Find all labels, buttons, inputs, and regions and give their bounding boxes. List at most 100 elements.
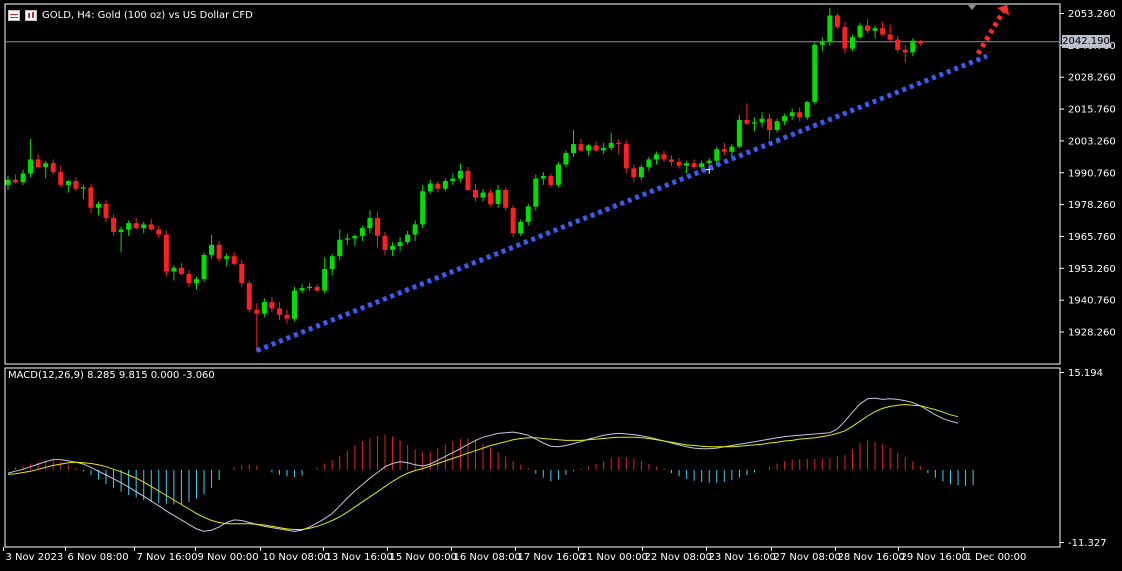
candle-body[interactable]	[608, 142, 614, 148]
candle-body[interactable]	[631, 168, 637, 178]
candle-body[interactable]	[887, 34, 893, 40]
candle-body[interactable]	[699, 163, 705, 168]
candle-body[interactable]	[834, 15, 840, 27]
candle-body[interactable]	[5, 179, 11, 185]
candle-body[interactable]	[322, 268, 328, 291]
candle-body[interactable]	[337, 239, 343, 257]
candle-body[interactable]	[35, 159, 41, 168]
macd-pane[interactable]: 15.194 -11.327	[4, 367, 1107, 549]
candle-body[interactable]	[284, 314, 290, 319]
support-trendline[interactable]	[255, 53, 989, 353]
candle-body[interactable]	[571, 144, 576, 154]
candle-body[interactable]	[601, 147, 607, 151]
candle-body[interactable]	[684, 163, 690, 166]
candle-body[interactable]	[759, 118, 765, 123]
candle-body[interactable]	[691, 163, 697, 168]
candle-body[interactable]	[578, 144, 584, 151]
candle-body[interactable]	[563, 153, 569, 165]
candle-body[interactable]	[20, 173, 26, 183]
candle-body[interactable]	[344, 238, 350, 240]
candle-body[interactable]	[382, 235, 388, 250]
candle-body[interactable]	[729, 146, 735, 152]
candle-body[interactable]	[269, 302, 275, 309]
scroll-marker-icon[interactable]	[968, 5, 976, 10]
candle-body[interactable]	[442, 181, 448, 189]
candle-body[interactable]	[789, 112, 795, 117]
candle-body[interactable]	[390, 246, 396, 250]
candle-body[interactable]	[420, 191, 426, 225]
candle-body[interactable]	[510, 207, 516, 234]
candle-body[interactable]	[133, 223, 139, 229]
candle-body[interactable]	[405, 234, 411, 243]
candle-body[interactable]	[827, 15, 833, 43]
candle-body[interactable]	[586, 145, 592, 151]
candle-body[interactable]	[28, 159, 34, 174]
candle-body[interactable]	[669, 159, 675, 162]
price-pane[interactable]: 2053.2602040.7602028.2602015.7602003.260…	[4, 3, 1116, 365]
candle-body[interactable]	[812, 44, 818, 103]
table-grid-icon[interactable]	[8, 9, 20, 21]
candle-body[interactable]	[782, 116, 788, 122]
candle-body[interactable]	[50, 163, 56, 173]
candle-body[interactable]	[261, 302, 267, 314]
breakout-arrow-shaft[interactable]	[975, 10, 1006, 55]
candle-body[interactable]	[548, 175, 554, 185]
candle-body[interactable]	[397, 242, 403, 247]
candle-body[interactable]	[141, 224, 147, 229]
candle-body[interactable]	[917, 40, 923, 44]
candle-body[interactable]	[299, 288, 305, 291]
candle-body[interactable]	[797, 112, 803, 118]
candle-body[interactable]	[254, 309, 260, 314]
candle-body[interactable]	[171, 267, 177, 272]
candle-body[interactable]	[65, 181, 71, 185]
candle-body[interactable]	[88, 187, 94, 208]
candle-body[interactable]	[751, 122, 757, 124]
candle-body[interactable]	[178, 267, 184, 275]
candle-body[interactable]	[224, 256, 230, 259]
candle-body[interactable]	[329, 256, 335, 269]
candle-body[interactable]	[623, 144, 629, 169]
candle-body[interactable]	[495, 189, 501, 204]
candle-body[interactable]	[902, 49, 908, 53]
breakout-arrow-head-icon[interactable]	[997, 4, 1010, 16]
candle-body[interactable]	[307, 286, 313, 289]
candle-body[interactable]	[593, 145, 599, 151]
candle-body[interactable]	[246, 282, 252, 310]
candle-body[interactable]	[819, 42, 825, 45]
candle-body[interactable]	[13, 179, 19, 183]
candle-body[interactable]	[126, 223, 132, 230]
candle-body[interactable]	[352, 235, 358, 239]
candle-body[interactable]	[450, 178, 456, 182]
candle-body[interactable]	[95, 203, 101, 208]
candle-body[interactable]	[910, 40, 916, 53]
candle-body[interactable]	[706, 160, 712, 164]
candle-body[interactable]	[767, 118, 773, 131]
candle-body[interactable]	[880, 28, 886, 35]
candle-body[interactable]	[480, 192, 486, 198]
candle-body[interactable]	[488, 192, 494, 204]
candlestick-chart-icon[interactable]	[25, 9, 37, 21]
candle-body[interactable]	[216, 244, 222, 259]
candle-body[interactable]	[457, 170, 463, 179]
candle-body[interactable]	[111, 218, 117, 233]
candle-body[interactable]	[714, 149, 720, 161]
candle-body[interactable]	[209, 244, 215, 255]
candle-body[interactable]	[374, 218, 380, 236]
candle-body[interactable]	[518, 221, 524, 234]
candle-body[interactable]	[239, 263, 245, 283]
candle-body[interactable]	[73, 181, 79, 189]
candle-body[interactable]	[156, 229, 162, 235]
candle-body[interactable]	[646, 159, 652, 168]
candle-body[interactable]	[865, 25, 871, 31]
candle-body[interactable]	[292, 290, 298, 319]
candle-body[interactable]	[412, 224, 418, 235]
candle-body[interactable]	[616, 142, 622, 145]
candle-body[interactable]	[465, 170, 471, 190]
candle-body[interactable]	[774, 121, 780, 131]
candle-body[interactable]	[359, 228, 365, 236]
candle-body[interactable]	[472, 189, 478, 198]
candle-body[interactable]	[525, 206, 531, 222]
candle-body[interactable]	[201, 254, 207, 280]
candle-body[interactable]	[103, 203, 109, 219]
